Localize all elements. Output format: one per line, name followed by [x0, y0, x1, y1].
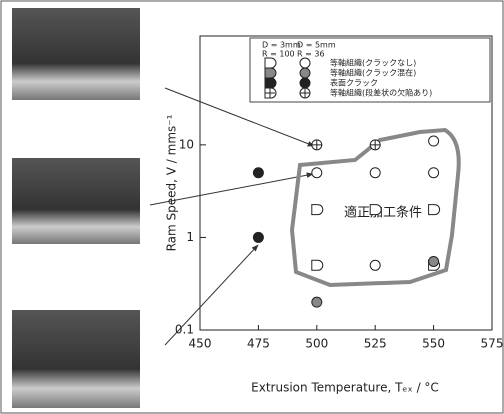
legend-ratio: R = 36: [297, 50, 325, 59]
arrow: [149, 172, 314, 206]
point: [369, 204, 382, 216]
arrow: [164, 244, 259, 346]
x-tick-label: 575: [481, 337, 504, 351]
arrow: [164, 87, 315, 147]
point: [311, 167, 323, 179]
y-tick-label: 0.1: [175, 323, 194, 337]
region-outline: [289, 127, 461, 288]
x-tick-label: 500: [305, 337, 328, 351]
legend-symbol: [264, 57, 277, 69]
legend-symbol: [264, 67, 277, 79]
legend-entry: 等軸組織(段差状の欠陥あり): [330, 88, 432, 98]
y-axis-label: Ram Speed, V / mms⁻¹: [165, 114, 179, 251]
point: [428, 204, 441, 216]
point: [311, 296, 323, 308]
legend: [249, 37, 491, 103]
micrograph: [12, 158, 140, 244]
micrograph: [12, 8, 140, 100]
y-tick-label: 10: [179, 137, 194, 151]
point: [252, 231, 264, 243]
legend-die: D = 5mm: [297, 41, 336, 50]
legend-entry: 等軸組織(クラック混在): [330, 68, 416, 78]
point: [311, 204, 324, 216]
legend-symbol: [299, 57, 311, 69]
annotation: 適正加工条件: [344, 205, 422, 221]
point: [369, 259, 381, 271]
x-tick-label: 550: [422, 337, 445, 351]
legend-entry: 等軸組織(クラックなし): [330, 58, 416, 68]
point: [252, 167, 264, 179]
point: [311, 259, 324, 271]
x-tick-label: 525: [364, 337, 387, 351]
legend-symbol: [264, 77, 277, 89]
x-tick-label: 475: [247, 337, 270, 351]
x-axis-label: Extrusion Temperature, Tₑₓ / °C: [251, 381, 439, 395]
micrograph: [12, 310, 140, 408]
legend-entry: 表面クラック: [330, 78, 378, 88]
point: [428, 167, 440, 179]
legend-symbol: [299, 67, 311, 79]
x-tick-label: 450: [189, 337, 212, 351]
y-tick-label: 1: [186, 230, 194, 244]
point: [428, 255, 440, 267]
legend-symbol: [299, 77, 311, 89]
point: [428, 135, 440, 147]
plot-area: [199, 35, 493, 331]
legend-ratio: R = 100: [262, 50, 295, 59]
legend-die: D = 3mm: [262, 41, 301, 50]
point: [369, 167, 381, 179]
